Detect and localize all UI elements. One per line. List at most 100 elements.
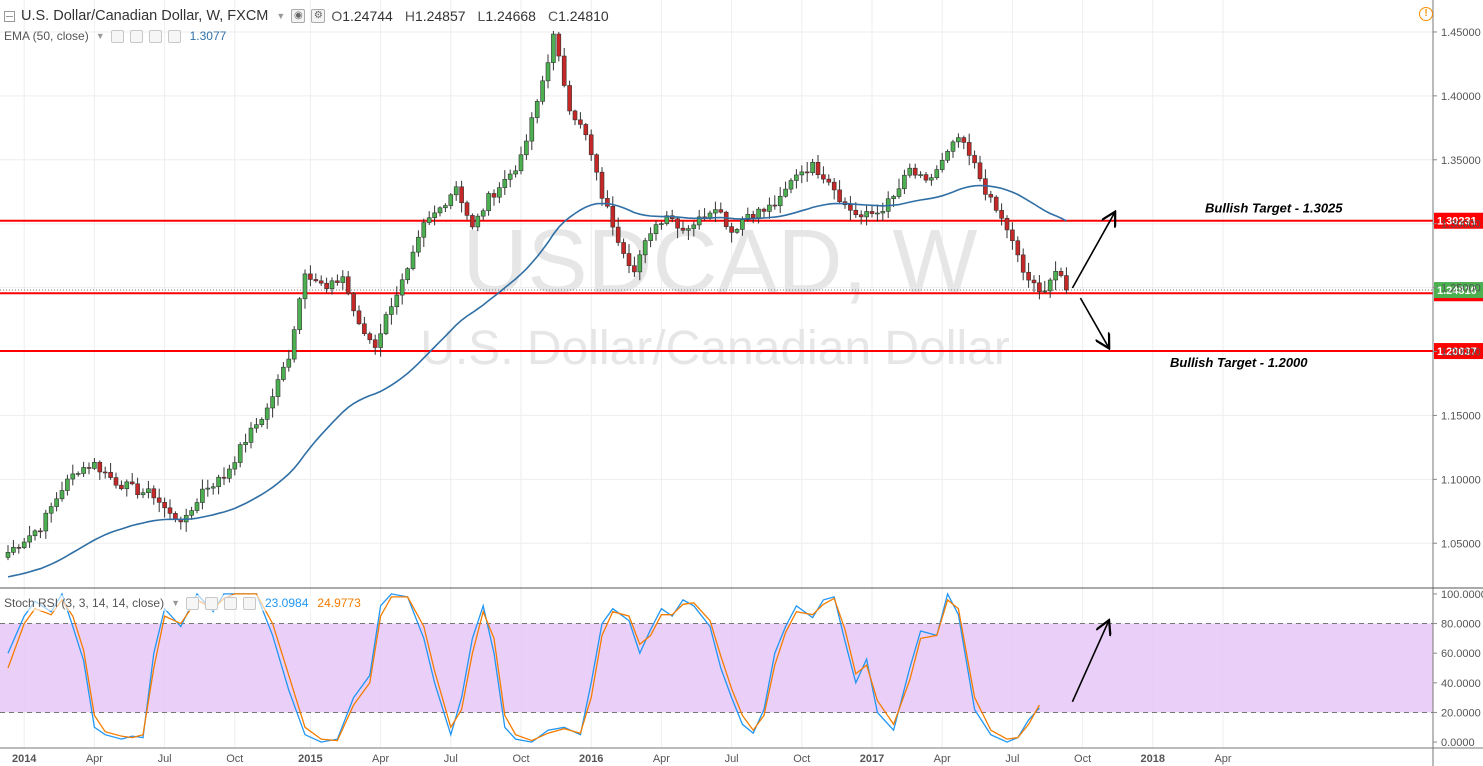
annotations[interactable]: Bullish Target - 1.3025 Bullish Target - … bbox=[1071, 201, 1343, 703]
candle-body bbox=[621, 242, 626, 254]
candle-body bbox=[497, 187, 502, 198]
candle-body bbox=[156, 497, 162, 503]
candle-body bbox=[821, 174, 826, 180]
watermark-name: U.S. Dollar/Canadian Dollar bbox=[420, 322, 1010, 375]
eye-icon[interactable] bbox=[186, 596, 199, 610]
candle-body bbox=[534, 101, 540, 118]
candle-body bbox=[119, 484, 124, 490]
candle-body bbox=[173, 513, 178, 520]
candle-body bbox=[437, 207, 443, 214]
candle-body bbox=[1010, 229, 1015, 242]
x-tick-label: Jul bbox=[725, 753, 739, 765]
ema-50-line bbox=[7, 184, 1067, 578]
candle-body bbox=[399, 279, 405, 296]
candle-body bbox=[394, 294, 400, 308]
candle-body bbox=[561, 55, 567, 86]
candle-body bbox=[815, 161, 821, 176]
chevron-down-icon[interactable]: ▼ bbox=[276, 11, 286, 21]
candle-body bbox=[713, 209, 718, 214]
candle-body bbox=[896, 188, 902, 197]
candle-body bbox=[826, 178, 832, 183]
candle-body bbox=[313, 279, 319, 282]
stoch-legend[interactable]: Stoch RSI (3, 3, 14, 14, close) ▼ 23.098… bbox=[4, 595, 361, 611]
candle-body bbox=[599, 171, 605, 199]
eye-icon[interactable] bbox=[110, 29, 124, 43]
candle-body bbox=[1037, 282, 1042, 293]
candle-body bbox=[81, 467, 86, 474]
candle-body bbox=[529, 117, 535, 142]
candle-body bbox=[459, 186, 464, 204]
warning-icon[interactable]: ! bbox=[1419, 7, 1433, 21]
gear-icon[interactable]: ⚙ bbox=[311, 9, 326, 23]
candle-body bbox=[151, 488, 157, 499]
x-tick-label: 2016 bbox=[579, 753, 603, 765]
gear-icon[interactable] bbox=[205, 596, 218, 610]
eye-icon[interactable]: ◉ bbox=[291, 9, 306, 23]
collapse-icon[interactable] bbox=[4, 10, 15, 22]
x-tick-label: Jul bbox=[158, 753, 172, 765]
stoch-y-tick-label: 60.0000 bbox=[1441, 648, 1481, 660]
candle-body bbox=[578, 119, 583, 125]
x-tick-label: Oct bbox=[512, 753, 529, 765]
candle-body bbox=[286, 358, 292, 368]
symbol-title[interactable]: U.S. Dollar/Canadian Dollar, W, FXCM bbox=[21, 8, 269, 24]
gear-icon[interactable] bbox=[129, 29, 143, 43]
candle-body bbox=[810, 161, 815, 173]
candle-body bbox=[934, 169, 940, 178]
x-tick-label: 2014 bbox=[12, 753, 37, 765]
candle-body bbox=[216, 476, 221, 488]
candle-body bbox=[740, 219, 745, 230]
last-price-box bbox=[1434, 282, 1483, 299]
y-tick-label: 1.45000 bbox=[1441, 27, 1481, 39]
candle-body bbox=[696, 216, 702, 226]
candle-body bbox=[918, 174, 923, 176]
stoch-k-line bbox=[7, 592, 1040, 743]
candle-body bbox=[1064, 275, 1069, 291]
x-tick-label: Apr bbox=[653, 753, 670, 765]
plus-icon[interactable] bbox=[148, 29, 162, 43]
stoch-y-tick-label: 40.0000 bbox=[1441, 678, 1481, 690]
candle-body bbox=[243, 442, 248, 445]
candle-body bbox=[794, 174, 799, 181]
candle-body bbox=[270, 396, 275, 409]
candle-body bbox=[831, 181, 837, 191]
chevron-down-icon[interactable]: ▼ bbox=[95, 31, 105, 41]
stoch-k-value: 23.0984 bbox=[265, 596, 309, 610]
candle-body bbox=[237, 444, 243, 463]
close-icon[interactable] bbox=[243, 596, 256, 610]
candle-body bbox=[189, 510, 194, 516]
candle-body bbox=[162, 502, 167, 509]
chevron-down-icon[interactable]: ▼ bbox=[171, 598, 180, 608]
stoch-y-tick-label: 0.0000 bbox=[1441, 737, 1475, 749]
candle-body bbox=[470, 215, 475, 228]
candle-body bbox=[210, 486, 216, 489]
candle-body bbox=[804, 171, 810, 174]
candle-body bbox=[551, 33, 556, 63]
candle-body bbox=[113, 477, 119, 486]
ohlc-close: C1.24810 bbox=[547, 8, 609, 24]
plus-icon[interactable] bbox=[224, 596, 237, 610]
stoch-label[interactable]: Stoch RSI (3, 3, 14, 14, close) bbox=[4, 596, 165, 610]
y-tick-label: 1.05000 bbox=[1441, 538, 1481, 550]
candle-body bbox=[756, 208, 761, 218]
x-tick-label: Jul bbox=[444, 753, 458, 765]
candle-body bbox=[1042, 290, 1048, 293]
y-tick-label: 1.30000 bbox=[1441, 219, 1481, 231]
ema-legend[interactable]: EMA (50, close) ▼ 1.3077 bbox=[4, 28, 226, 44]
candle-body bbox=[329, 280, 335, 289]
close-icon[interactable] bbox=[167, 29, 181, 43]
candle-body bbox=[513, 170, 518, 175]
candle-body bbox=[729, 226, 734, 233]
candle-body bbox=[70, 473, 76, 480]
candle-body bbox=[167, 507, 173, 514]
stoch-d-line bbox=[7, 593, 1040, 742]
ema-label[interactable]: EMA (50, close) bbox=[4, 29, 89, 43]
candle-body bbox=[378, 333, 383, 348]
candle-body bbox=[221, 476, 227, 479]
candle-body bbox=[572, 110, 578, 121]
candle-body bbox=[318, 280, 324, 284]
candle-body bbox=[853, 209, 859, 216]
candle-body bbox=[912, 167, 918, 176]
